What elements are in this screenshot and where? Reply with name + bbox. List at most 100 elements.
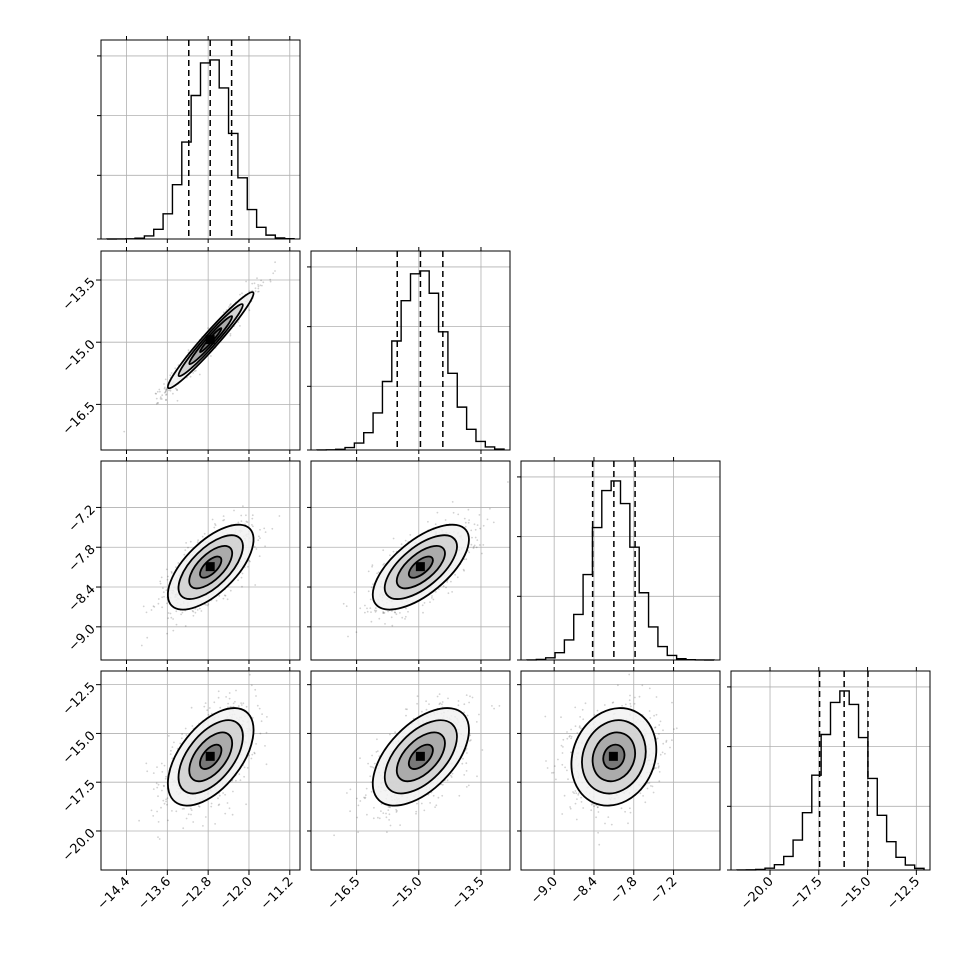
sample-point (347, 635, 349, 638)
sample-point (416, 802, 418, 805)
sample-point (157, 598, 160, 600)
sample-point (447, 697, 449, 700)
sample-point (217, 804, 220, 807)
sample-point (486, 518, 489, 521)
sample-point (370, 620, 373, 623)
sample-point (357, 831, 359, 833)
sample-point (256, 704, 259, 707)
sample-point (374, 611, 377, 613)
sample-point (163, 391, 166, 394)
sample-point (211, 518, 214, 521)
x-tick-label: −7.2 (647, 874, 680, 907)
sample-point (478, 514, 481, 516)
sample-point (590, 803, 593, 806)
sample-point (261, 284, 263, 287)
sample-point (478, 713, 480, 716)
sample-point (253, 545, 256, 548)
scatter-panel-3-0: −14.4 −13.6 −12.8 −12.0 −11.2−20.0−17.5−15.0… (60, 667, 301, 913)
sample-point (382, 812, 385, 814)
panel-frame (310, 670, 511, 871)
sample-point (371, 766, 373, 768)
sample-point (207, 603, 210, 606)
sample-point (375, 751, 378, 753)
sample-point (184, 727, 187, 730)
sample-point (434, 591, 437, 593)
sample-point (257, 284, 259, 286)
sample-point (164, 378, 167, 381)
sample-point (218, 595, 221, 597)
density-peak (205, 562, 215, 572)
sample-point (202, 825, 204, 827)
sample-point (150, 809, 153, 812)
sample-point (464, 525, 467, 528)
sample-point (167, 612, 170, 614)
y-tick-label: −15.0 (60, 728, 99, 767)
sample-point (196, 541, 199, 543)
sample-point (349, 810, 351, 813)
sample-point (376, 572, 378, 575)
sample-point (257, 290, 259, 293)
panel-frame (310, 250, 511, 451)
sample-point (475, 546, 478, 549)
sample-point (382, 612, 384, 614)
sample-point (466, 752, 468, 754)
sample-point (167, 575, 169, 578)
sample-point (229, 303, 232, 305)
sample-point (578, 725, 581, 727)
sample-point (251, 753, 254, 756)
sample-point (450, 776, 453, 778)
sample-point (370, 790, 373, 793)
contour-line (166, 523, 255, 611)
sample-point (388, 813, 391, 816)
sample-point (228, 692, 231, 694)
sample-point (269, 280, 272, 283)
sample-point (257, 287, 260, 290)
sample-point (160, 806, 162, 809)
sample-point (364, 611, 366, 614)
sample-point (157, 783, 160, 786)
sample-point (165, 800, 168, 803)
sample-point (229, 333, 232, 335)
panel-frame (730, 670, 931, 871)
sample-point (224, 594, 227, 597)
sample-point (434, 523, 437, 526)
y-tick-label: −16.5 (60, 399, 99, 438)
y-tick-label: −20.0 (60, 826, 99, 865)
sample-point (389, 824, 392, 827)
sample-point (196, 609, 199, 611)
sample-point (183, 807, 185, 810)
sample-point (197, 539, 200, 542)
sample-point (473, 544, 476, 547)
sample-point (369, 607, 372, 609)
sample-point (169, 389, 172, 392)
sample-point (463, 517, 466, 520)
sample-point (241, 292, 243, 295)
sample-point (382, 612, 385, 614)
sample-point (466, 714, 469, 717)
sample-point (210, 712, 213, 715)
sample-point (161, 394, 164, 397)
sample-point (240, 520, 243, 523)
sample-point (185, 734, 188, 736)
sample-point (204, 816, 207, 818)
sample-point (159, 396, 162, 399)
sample-point (384, 623, 386, 625)
sample-point (248, 754, 250, 757)
sample-point (158, 838, 161, 840)
sample-point (165, 399, 167, 401)
sample-point (155, 402, 158, 405)
sample-point (474, 528, 477, 531)
sample-point (646, 782, 649, 785)
sample-point (435, 804, 438, 807)
sample-point (465, 747, 468, 750)
scatter-panel-3-2: −9.0 −8.4 −7.8 −7.2 (517, 667, 721, 907)
x-tick-label: −12.8 (176, 874, 215, 913)
sample-point (171, 572, 173, 574)
sample-point (470, 529, 473, 532)
x-tick-label: −12.5 (884, 874, 923, 913)
sample-point (163, 386, 166, 389)
sample-point (160, 398, 163, 400)
panel-frame (100, 39, 301, 240)
sample-point (383, 562, 386, 565)
sample-point (157, 602, 160, 605)
